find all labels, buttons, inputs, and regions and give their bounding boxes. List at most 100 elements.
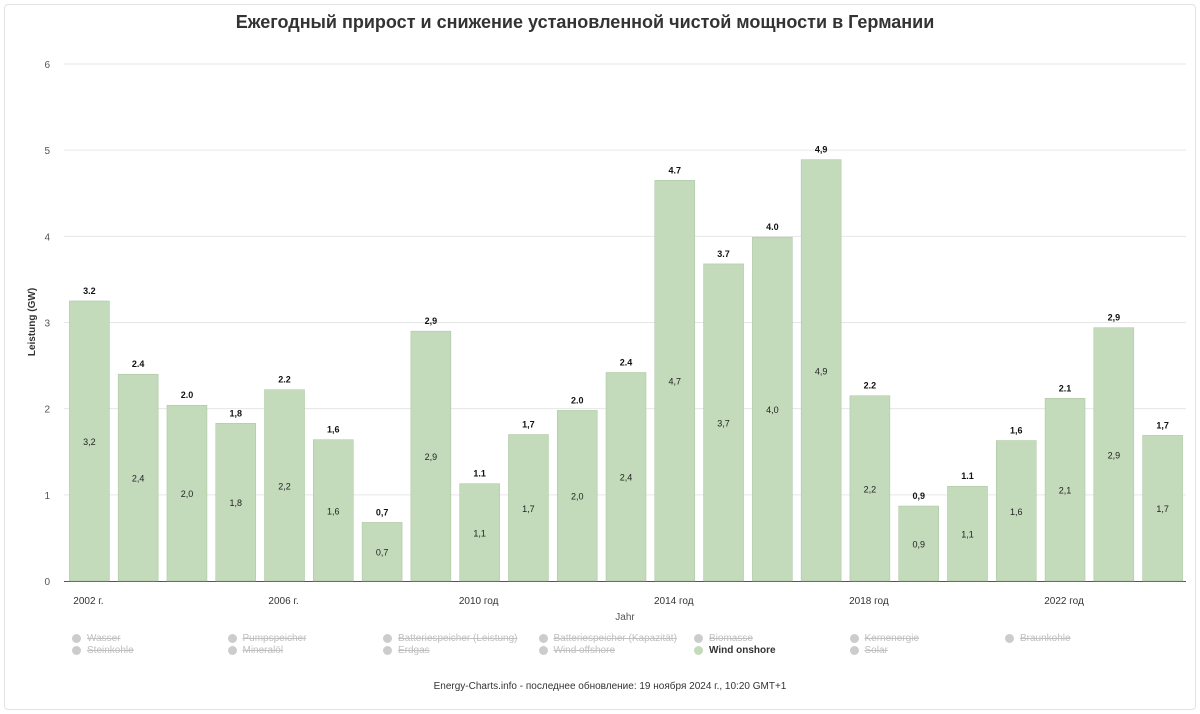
legend-item-label: Wind onshore — [709, 645, 776, 656]
legend-item-wind-onshore[interactable]: Wind onshore — [694, 645, 850, 656]
bar-2010[interactable] — [459, 483, 500, 582]
chart-frame — [4, 4, 1196, 710]
bar-top-label: 4.0 — [766, 222, 779, 232]
bar-top-label: 3.7 — [717, 249, 730, 259]
bar-2018[interactable] — [849, 395, 891, 582]
legend-dot-icon — [694, 634, 703, 643]
legend-item-label: Pumpspeicher — [242, 633, 307, 644]
legend-dot-icon — [849, 646, 859, 655]
bar-2022[interactable] — [1044, 398, 1086, 582]
bar-inner-label: 3,7 — [717, 418, 730, 428]
legend-dot-icon — [694, 646, 703, 655]
bar-inner-label: 0,7 — [376, 548, 389, 558]
bar-inner-label: 4,9 — [815, 366, 828, 376]
bar-top-label: 0,9 — [912, 491, 925, 501]
bar-inner-label: 0,9 — [912, 540, 925, 550]
bar-top-label: 2.0 — [571, 395, 584, 405]
bar-top-label: 1,6 — [1010, 426, 1023, 436]
bar-2021[interactable] — [996, 440, 1037, 582]
bar-top-label: 3.2 — [83, 286, 96, 296]
bar-top-label: 2.1 — [1059, 383, 1072, 393]
bar-2012[interactable] — [556, 410, 598, 582]
legend-item-steinkohle[interactable]: Steinkohle — [72, 645, 228, 656]
legend: Wasser Pumpspeicher Batteriespeicher (Leis… — [72, 633, 1182, 656]
chart-title: Ежегодный прирост и снижение установленн… — [235, 12, 935, 32]
bar-inner-label: 2,0 — [181, 489, 194, 499]
bar-inner-label: 1,7 — [522, 504, 535, 514]
legend-dot-icon — [1005, 634, 1014, 643]
legend-item-solar[interactable]: Solar — [849, 645, 1006, 656]
bar-2007[interactable] — [313, 439, 354, 582]
legend-item-label: Biomasse — [709, 633, 753, 644]
legend-item-biomasse[interactable]: Biomasse — [694, 633, 850, 644]
bar-2003[interactable] — [117, 373, 159, 582]
x-tick-label: 2022 год — [1044, 596, 1084, 607]
legend-item-wasser[interactable]: Wasser — [72, 633, 228, 644]
y-tick-label: 5 — [44, 146, 50, 157]
bar-top-label: 2.4 — [620, 357, 633, 367]
bar-inner-label: 4,7 — [669, 377, 682, 387]
legend-item-label: Batteriespeicher (Leistung) — [398, 633, 518, 644]
bar-top-label: 2,9 — [1108, 313, 1121, 323]
legend-item-label: Wind offshore — [553, 645, 616, 656]
bar-2008[interactable] — [361, 522, 403, 582]
legend-item-label: Mineralöl — [242, 645, 284, 656]
legend-item-braunkohle[interactable]: Braunkohle — [1005, 633, 1161, 644]
bar-2005[interactable] — [215, 423, 256, 582]
x-axis-ticks: 2002 г. 2006 г. 2010 год 2014 год 2018 год 20… — [73, 596, 1084, 607]
bar-top-label: 1.1 — [473, 469, 486, 479]
bar-top-label: 1,6 — [327, 425, 340, 435]
legend-dot-icon — [72, 646, 81, 655]
legend-item-kernenergie[interactable]: Kernenergie — [849, 633, 1006, 644]
legend-item-batteriespeicher-leistung-[interactable]: Batteriespeicher (Leistung) — [383, 633, 539, 644]
legend-item-label: Wasser — [87, 633, 121, 644]
bar-inner-label: 4,0 — [766, 405, 779, 415]
legend-item-erdgas[interactable]: Erdgas — [383, 645, 539, 656]
bar-top-label: 2,9 — [425, 316, 438, 326]
bar-2009[interactable] — [410, 330, 452, 582]
legend-dot-icon — [538, 646, 548, 655]
x-tick-label: 2006 г. — [268, 596, 298, 607]
bar-2016[interactable] — [752, 236, 793, 582]
legend-item-label: Kernenergie — [864, 633, 919, 644]
legend-item-pumpspeicher[interactable]: Pumpspeicher — [227, 633, 384, 644]
bar-inner-label: 1,1 — [961, 530, 974, 540]
x-tick-label: 2002 г. — [73, 596, 103, 607]
legend-item-mineralöl[interactable]: Mineralöl — [227, 645, 384, 656]
bar-inner-label: 1,6 — [1010, 507, 1023, 517]
y-tick-label: 2 — [44, 405, 50, 416]
bar-top-label: 4,9 — [815, 145, 828, 155]
bar-2011[interactable] — [508, 434, 549, 582]
legend-dot-icon — [227, 634, 237, 643]
legend-item-label: Braunkohle — [1020, 633, 1071, 644]
bar-inner-label: 2,0 — [571, 492, 584, 502]
bar-inner-label: 1,7 — [1156, 504, 1169, 514]
bar-2017[interactable] — [800, 159, 842, 582]
bar-2015[interactable] — [703, 263, 744, 582]
bar-2004[interactable] — [166, 404, 208, 582]
legend-item-batteriespeicher-kapazität-[interactable]: Batteriespeicher (Kapazität) — [538, 633, 695, 644]
legend-dot-icon — [849, 634, 859, 643]
bar-inner-label: 1,8 — [229, 498, 242, 508]
bar-2023[interactable] — [1093, 327, 1135, 582]
bar-2002[interactable] — [69, 300, 110, 582]
bar-2024[interactable] — [1142, 435, 1183, 582]
x-tick-label: 2014 год — [654, 596, 694, 607]
legend-item-label: Erdgas — [398, 645, 430, 656]
legend-item-wind-offshore[interactable]: Wind offshore — [538, 645, 695, 656]
bar-2014[interactable] — [654, 180, 696, 582]
bar-top-label: 2.0 — [181, 390, 194, 400]
bar-top-label: 2.2 — [278, 375, 291, 385]
bar-top-label: 1,7 — [522, 420, 535, 430]
bar-top-label: 2.2 — [864, 381, 877, 391]
bar-inner-label: 2,2 — [278, 481, 291, 491]
y-tick-label: 6 — [44, 60, 50, 71]
bar-2019[interactable] — [898, 505, 939, 582]
bar-2013[interactable] — [605, 372, 647, 582]
bar-inner-label: 2,4 — [132, 474, 145, 484]
x-tick-label: 2010 год — [459, 596, 499, 607]
bar-top-label: 4.7 — [669, 165, 682, 175]
legend-item-label: Batteriespeicher (Kapazität) — [553, 633, 677, 644]
bar-2006[interactable] — [264, 389, 305, 582]
bar-2020[interactable] — [947, 485, 988, 582]
